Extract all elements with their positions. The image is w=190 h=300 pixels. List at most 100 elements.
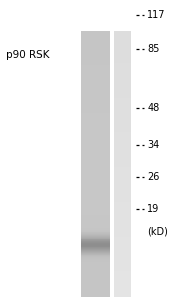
- Bar: [114, 291, 131, 292]
- Bar: [114, 195, 131, 196]
- Bar: [114, 122, 131, 123]
- Bar: [114, 99, 131, 101]
- Bar: [81, 228, 110, 229]
- Bar: [81, 131, 110, 132]
- Bar: [81, 198, 110, 199]
- Bar: [114, 94, 131, 95]
- Bar: [81, 146, 110, 147]
- Bar: [81, 283, 110, 284]
- Bar: [81, 58, 110, 59]
- Bar: [114, 244, 131, 246]
- Bar: [114, 240, 131, 241]
- Bar: [114, 147, 131, 148]
- Bar: [114, 197, 131, 198]
- Bar: [81, 219, 110, 220]
- Bar: [81, 252, 110, 253]
- Bar: [81, 47, 110, 48]
- Bar: [114, 86, 131, 87]
- Bar: [114, 238, 131, 239]
- Bar: [114, 156, 131, 157]
- Bar: [114, 150, 131, 151]
- Bar: [81, 175, 110, 176]
- Bar: [81, 99, 110, 101]
- Bar: [81, 136, 110, 137]
- Bar: [81, 120, 110, 121]
- Bar: [114, 62, 131, 63]
- Bar: [81, 274, 110, 275]
- Bar: [81, 250, 110, 251]
- Bar: [81, 178, 110, 179]
- Bar: [81, 241, 110, 242]
- Bar: [81, 150, 110, 151]
- Bar: [114, 45, 131, 46]
- Bar: [114, 251, 131, 252]
- Bar: [81, 259, 110, 260]
- Bar: [114, 266, 131, 267]
- Bar: [81, 290, 110, 291]
- Bar: [114, 254, 131, 255]
- Bar: [114, 265, 131, 266]
- Bar: [81, 86, 110, 87]
- Bar: [81, 40, 110, 41]
- Bar: [81, 117, 110, 118]
- Bar: [114, 71, 131, 72]
- Bar: [114, 263, 131, 264]
- Bar: [114, 187, 131, 188]
- Bar: [81, 230, 110, 231]
- Bar: [81, 33, 110, 34]
- Text: (kD): (kD): [147, 226, 168, 236]
- Bar: [114, 52, 131, 54]
- Bar: [114, 68, 131, 70]
- Bar: [114, 132, 131, 133]
- Bar: [81, 203, 110, 204]
- Bar: [81, 294, 110, 295]
- Bar: [81, 273, 110, 274]
- Bar: [81, 267, 110, 268]
- Bar: [114, 78, 131, 79]
- Bar: [81, 153, 110, 154]
- Bar: [81, 73, 110, 74]
- Bar: [81, 168, 110, 169]
- Bar: [81, 49, 110, 50]
- Bar: [114, 172, 131, 173]
- Bar: [114, 259, 131, 260]
- Bar: [114, 230, 131, 231]
- Bar: [114, 82, 131, 83]
- Bar: [81, 231, 110, 232]
- Bar: [81, 199, 110, 200]
- Bar: [114, 121, 131, 122]
- Bar: [81, 127, 110, 128]
- Bar: [114, 173, 131, 174]
- Bar: [114, 220, 131, 222]
- Bar: [81, 121, 110, 122]
- Bar: [81, 130, 110, 131]
- Bar: [81, 95, 110, 96]
- Bar: [81, 143, 110, 144]
- Bar: [114, 128, 131, 130]
- Bar: [114, 82, 131, 84]
- Bar: [81, 188, 110, 189]
- Bar: [114, 60, 131, 62]
- Bar: [81, 85, 110, 86]
- Bar: [81, 128, 110, 130]
- Bar: [114, 203, 131, 204]
- Bar: [81, 226, 110, 227]
- Bar: [114, 146, 131, 147]
- Bar: [114, 177, 131, 178]
- Bar: [114, 280, 131, 281]
- Text: 48: 48: [147, 103, 159, 113]
- Bar: [114, 283, 131, 284]
- Bar: [81, 126, 110, 127]
- Bar: [114, 134, 131, 135]
- Bar: [114, 154, 131, 155]
- Bar: [81, 106, 110, 107]
- Bar: [114, 176, 131, 177]
- Bar: [81, 114, 110, 116]
- Bar: [81, 289, 110, 290]
- Bar: [114, 66, 131, 67]
- Bar: [81, 240, 110, 241]
- Bar: [81, 193, 110, 194]
- Bar: [81, 52, 110, 53]
- Bar: [81, 164, 110, 165]
- Bar: [81, 122, 110, 124]
